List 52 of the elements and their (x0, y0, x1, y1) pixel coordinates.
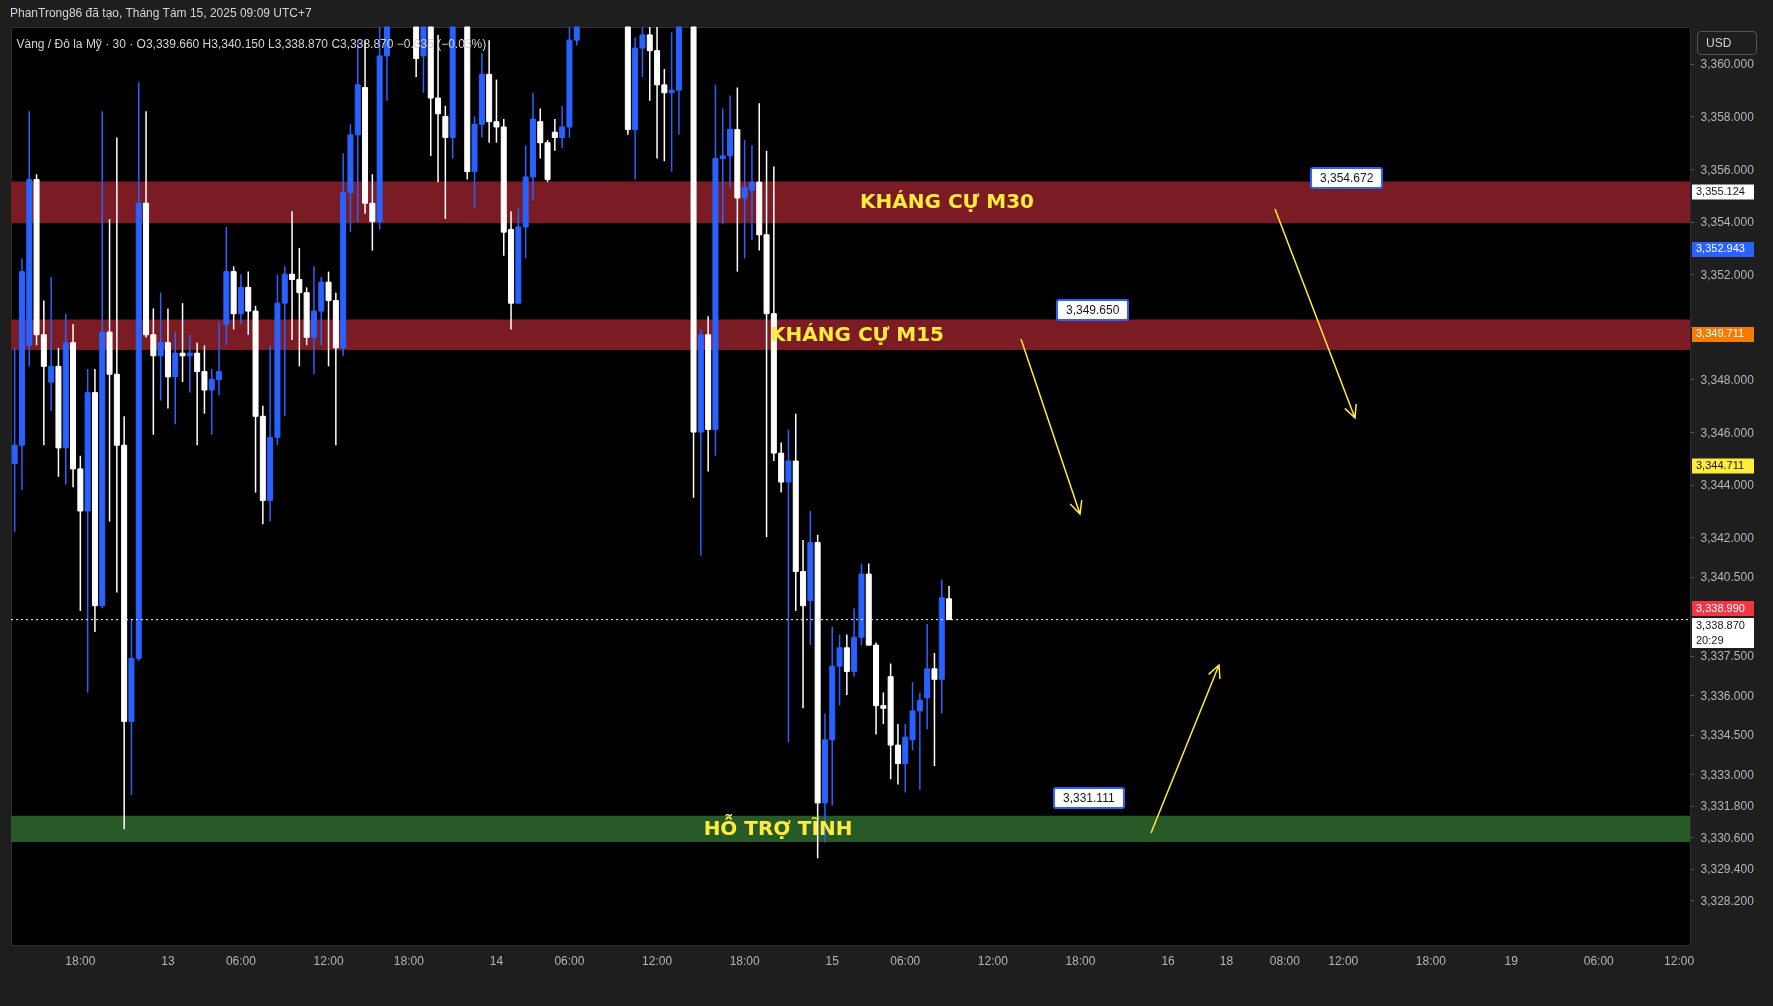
x-tick-label: 12:00 (977, 953, 1009, 968)
ref-line-label: 3,338.870 (1696, 618, 1745, 631)
x-tick-label: 12:00 (313, 953, 344, 968)
x-tick-label: 06:00 (1583, 953, 1615, 968)
x-tick-label: 12:00 (1664, 953, 1695, 968)
x-tick-label: 18:00 (729, 953, 760, 968)
ref-line-label: 3,352.943 (1696, 242, 1745, 255)
text: 20:29 (1696, 633, 1724, 646)
x-tick-label: 06:00 (225, 953, 257, 968)
text: 3,338.990 (1696, 601, 1745, 614)
y-tick-label: 3,342.000 (1700, 530, 1755, 545)
ref-line-label: 3,344.711 (1696, 458, 1745, 471)
annotation: 3,349.650 (1056, 299, 1130, 321)
x-tick-label: 06:00 (554, 953, 585, 968)
y-tick-label: 3,331.800 (1700, 799, 1755, 814)
x-tick-label: 08:00 (1269, 953, 1301, 968)
y-tick-label: 3,329.400 (1700, 862, 1755, 877)
ref-line-label: 3,349.711 (1696, 327, 1745, 340)
y-tick-label: 3,344.000 (1700, 478, 1755, 493)
x-tick-label: 13 (161, 953, 175, 968)
y-tick-label: 3,340.500 (1700, 570, 1755, 585)
y-tick-label: 3,360.000 (1700, 57, 1755, 72)
y-tick-label: 3,334.500 (1700, 728, 1755, 743)
x-tick-label: 15 (825, 953, 840, 968)
y-tick-label: 3,354.000 (1700, 215, 1755, 230)
x-tick-label: 12:00 (1328, 953, 1359, 968)
x-tick-label: 16 (1161, 953, 1176, 968)
band-label: KHÁNG CỰ M30 (860, 189, 1034, 214)
x-tick-label: 14 (489, 953, 504, 968)
x-tick-label: 18 (1219, 953, 1234, 968)
y-tick-label: 3,336.000 (1700, 688, 1755, 703)
y-tick-label: 3,352.000 (1700, 267, 1755, 282)
text: USD (1697, 31, 1757, 55)
y-tick-label: 3,328.200 (1700, 893, 1755, 908)
x-tick-label: 12:00 (642, 953, 673, 968)
y-tick-label: 3,333.000 (1700, 767, 1755, 782)
x-tick-label: 18:00 (1065, 953, 1096, 968)
y-tick-label: 3,337.500 (1700, 649, 1755, 664)
y-tick-label: 3,356.000 (1700, 162, 1755, 177)
x-tick-label: 18:00 (65, 953, 96, 968)
annotation: 3,331.111 (1053, 787, 1125, 809)
annotation: 3,354.672 (1310, 167, 1384, 189)
text: PhanTrong86 đã tạo, Tháng Tám 15, 2025 09:09 UTC+7 (10, 6, 312, 20)
ref-line-label: 3,355.124 (1696, 185, 1745, 198)
x-tick-label: 18:00 (393, 953, 425, 968)
y-tick-label: 3,348.000 (1700, 372, 1755, 387)
x-tick-label: 19 (1504, 953, 1519, 968)
y-tick-label: 3,330.600 (1700, 830, 1755, 845)
y-tick-label: 3,358.000 (1700, 109, 1755, 124)
x-tick-label: 18:00 (1415, 953, 1447, 968)
x-tick-label: 06:00 (890, 953, 921, 968)
y-tick-label: 3,346.000 (1700, 425, 1755, 440)
